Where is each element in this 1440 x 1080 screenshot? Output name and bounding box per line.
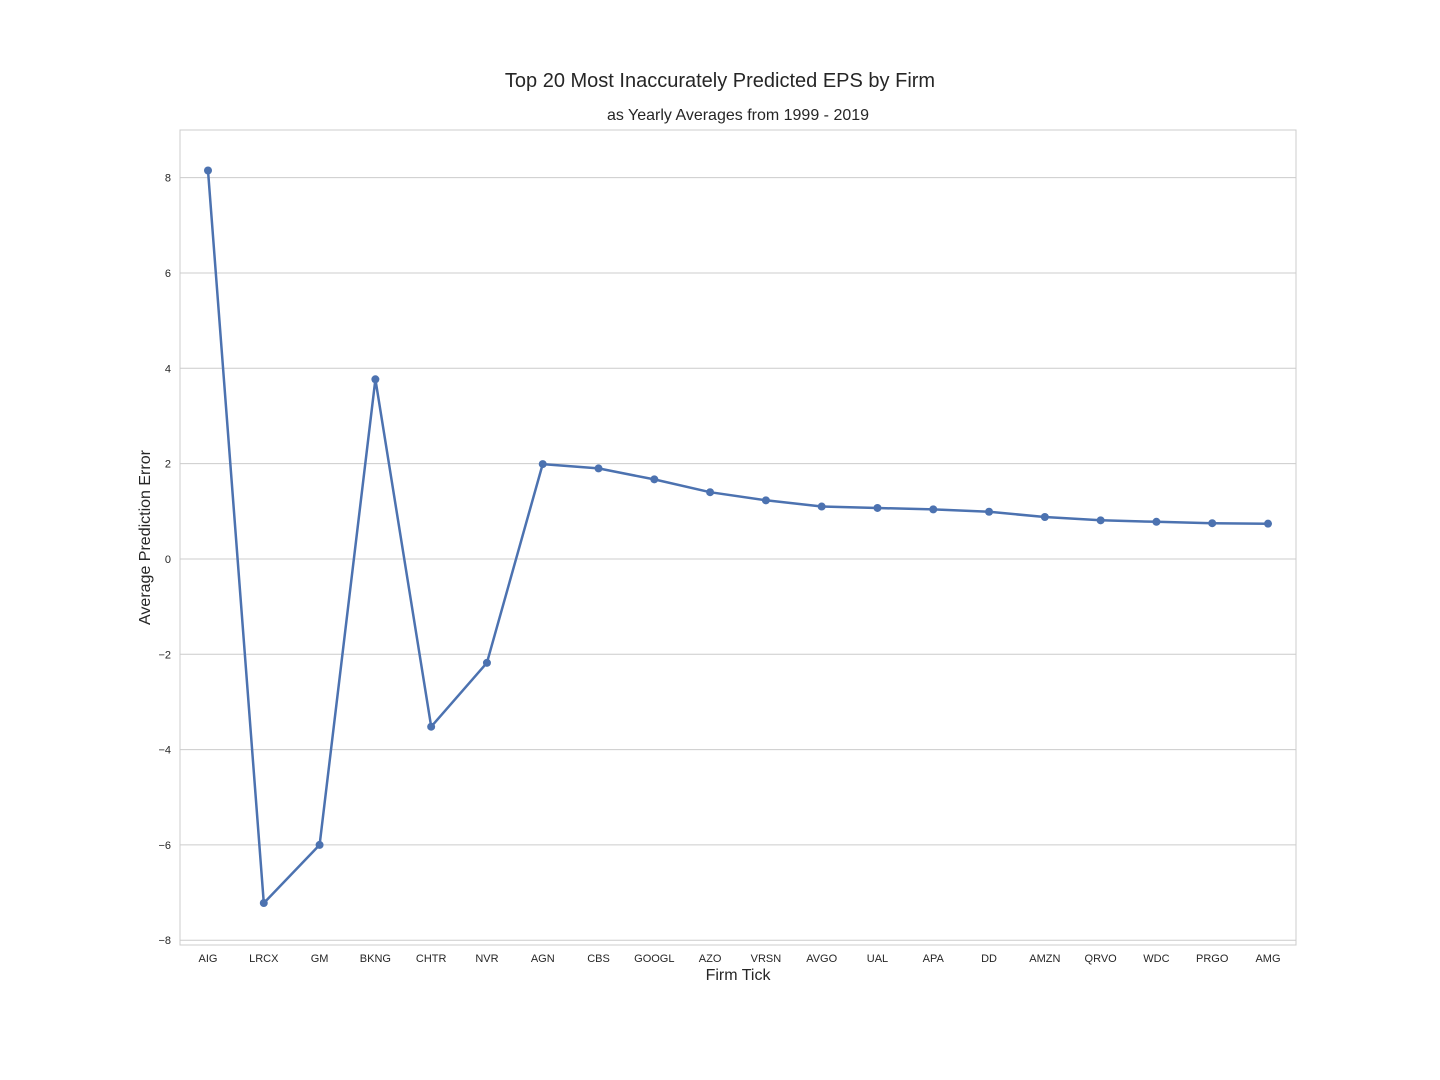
grid-lines	[180, 177, 1296, 941]
series-line	[206, 170, 1269, 905]
data-point	[1264, 519, 1272, 528]
x-tick-label: QRVO	[1085, 953, 1118, 965]
chart-subtitle: as Yearly Averages from 1999 - 2019	[606, 107, 870, 124]
data-point	[259, 899, 268, 908]
data-point	[761, 496, 770, 505]
data-point	[427, 722, 436, 731]
x-tick-label: DD	[981, 953, 997, 965]
data-point	[315, 840, 324, 849]
x-axis-label: Firm Tick	[706, 967, 772, 984]
x-tick-label: PRGO	[1196, 953, 1229, 965]
x-tick-label: AMG	[1255, 953, 1280, 965]
data-point	[929, 505, 938, 514]
x-tick-label: AZO	[699, 953, 722, 965]
data-point	[1152, 517, 1161, 526]
data-point	[1040, 513, 1049, 522]
data-point	[594, 464, 603, 473]
y-tick-labels: −8 −6 −4 −2 0 2 4 6 8	[158, 173, 171, 948]
data-point	[985, 507, 994, 516]
y-tick-label: −4	[158, 745, 171, 757]
x-tick-label: APA	[923, 953, 945, 965]
data-point	[650, 475, 659, 484]
y-tick-label: 2	[165, 459, 171, 471]
data-point	[706, 488, 715, 497]
x-tick-label: AGN	[531, 953, 555, 965]
data-point	[1208, 519, 1217, 528]
data-point	[1096, 516, 1105, 525]
x-tick-label: AVGO	[806, 953, 837, 965]
data-point	[873, 503, 882, 512]
data-points	[204, 166, 1272, 908]
x-tick-label: AIG	[199, 953, 218, 965]
x-tick-label: AMZN	[1029, 953, 1060, 965]
y-axis-label: Average Prediction Error	[137, 449, 154, 625]
y-tick-label: −2	[158, 649, 171, 661]
chart-title: Top 20 Most Inaccurately Predicted EPS b…	[504, 70, 936, 92]
y-tick-label: −6	[158, 840, 171, 852]
x-tick-labels: AIG LRCX GM BKNG CHTR NVR AGN CBS GOOGL AZO VRSN AV…	[199, 953, 1281, 965]
x-tick-label: NVR	[475, 953, 498, 965]
x-tick-label: BKNG	[360, 953, 391, 965]
y-tick-label: 6	[165, 268, 171, 280]
y-tick-label: 0	[165, 554, 171, 566]
x-tick-label: GM	[311, 953, 329, 965]
data-point	[482, 658, 491, 667]
y-tick-label: 8	[165, 173, 171, 185]
x-tick-label: GOOGL	[634, 953, 674, 965]
y-tick-label: 4	[165, 363, 171, 375]
data-point	[538, 460, 547, 469]
data-point	[817, 502, 826, 511]
x-tick-label: CBS	[587, 953, 610, 965]
x-tick-label: LRCX	[249, 953, 279, 965]
y-tick-label: −8	[158, 935, 171, 947]
x-tick-label: CHTR	[416, 953, 447, 965]
x-tick-label: WDC	[1143, 953, 1169, 965]
x-tick-label: VRSN	[751, 953, 782, 965]
data-point	[204, 166, 212, 175]
data-point	[371, 375, 380, 384]
plot-frame	[179, 129, 1297, 946]
x-tick-label: UAL	[867, 953, 888, 965]
